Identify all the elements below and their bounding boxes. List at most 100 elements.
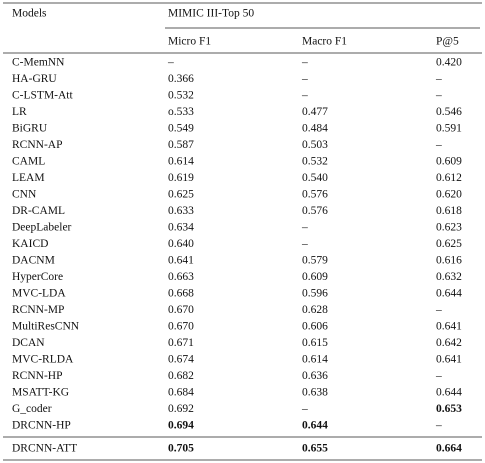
model-name: C-MemNN bbox=[12, 57, 65, 69]
score-cell: 0.670 bbox=[168, 304, 194, 316]
score-cell: 0.642 bbox=[436, 337, 462, 349]
score-cell: 0.634 bbox=[168, 222, 194, 234]
score-cell: 0.591 bbox=[436, 123, 462, 135]
score-cell: – bbox=[435, 420, 442, 432]
model-name: LR bbox=[12, 106, 27, 118]
score-cell: – bbox=[301, 403, 308, 415]
score-cell: 0.663 bbox=[168, 271, 194, 283]
score-cell: 0.579 bbox=[302, 255, 328, 267]
score-cell: 0.653 bbox=[436, 403, 462, 415]
score-cell: 0.420 bbox=[436, 57, 462, 69]
model-name: G_coder bbox=[12, 403, 52, 415]
score-cell: 0.668 bbox=[168, 288, 194, 300]
score-cell: 0.670 bbox=[168, 321, 194, 333]
score-cell: – bbox=[435, 304, 442, 316]
score-cell: – bbox=[435, 90, 442, 102]
score-cell: 0.636 bbox=[302, 370, 328, 382]
score-cell: 0.503 bbox=[302, 139, 328, 151]
score-cell: 0.618 bbox=[436, 205, 462, 217]
column-header: Micro F1 bbox=[168, 36, 211, 48]
score-cell: 0.682 bbox=[168, 370, 194, 382]
score-cell: 0.644 bbox=[302, 420, 328, 432]
score-cell: 0.606 bbox=[302, 321, 328, 333]
score-cell: 0.628 bbox=[302, 304, 328, 316]
score-cell: – bbox=[301, 73, 308, 85]
score-cell: 0.477 bbox=[302, 106, 328, 118]
model-name: HA-GRU bbox=[12, 73, 57, 85]
model-name: KAICD bbox=[12, 238, 48, 250]
model-name: DACNM bbox=[12, 255, 55, 267]
score-cell: 0.616 bbox=[436, 255, 462, 267]
score-cell: 0.614 bbox=[302, 354, 328, 366]
score-cell: 0.692 bbox=[168, 403, 194, 415]
score-cell: 0.540 bbox=[302, 172, 328, 184]
score-cell: 0.576 bbox=[302, 205, 328, 217]
score-cell: 0.609 bbox=[302, 271, 328, 283]
score-cell: 0.625 bbox=[436, 238, 462, 250]
model-name: DRCNN-ATT bbox=[12, 443, 77, 455]
score-cell: 0.532 bbox=[168, 90, 194, 102]
score-cell: 0.576 bbox=[302, 189, 328, 201]
score-cell: 0.640 bbox=[168, 238, 194, 250]
score-cell: 0.625 bbox=[168, 189, 194, 201]
model-name: DRCNN-HP bbox=[12, 420, 71, 432]
score-cell: 0.484 bbox=[302, 123, 328, 135]
score-cell: – bbox=[301, 90, 308, 102]
model-name: CNN bbox=[12, 189, 37, 201]
model-name: RCNN-HP bbox=[12, 370, 62, 382]
score-cell: 0.619 bbox=[168, 172, 194, 184]
score-cell: 0.684 bbox=[168, 387, 194, 399]
model-name: RCNN-AP bbox=[12, 139, 62, 151]
group-header: MIMIC III-Top 50 bbox=[168, 8, 254, 20]
score-cell: 0.671 bbox=[168, 337, 194, 349]
model-name: DR-CAML bbox=[12, 205, 65, 217]
score-cell: – bbox=[301, 238, 308, 250]
score-cell: 0.532 bbox=[302, 156, 328, 168]
model-name: CAML bbox=[12, 156, 45, 168]
model-name: HyperCore bbox=[12, 271, 63, 283]
column-header: Models bbox=[12, 8, 47, 20]
score-cell: 0.596 bbox=[302, 288, 328, 300]
score-cell: o.533 bbox=[168, 106, 194, 118]
model-name: MVC-LDA bbox=[12, 288, 66, 300]
score-cell: – bbox=[435, 370, 442, 382]
score-cell: 0.674 bbox=[168, 354, 194, 366]
score-cell: – bbox=[435, 139, 442, 151]
score-cell: 0.615 bbox=[302, 337, 328, 349]
column-header: Macro F1 bbox=[302, 36, 347, 48]
score-cell: 0.638 bbox=[302, 387, 328, 399]
model-name: BiGRU bbox=[12, 123, 48, 135]
score-cell: 0.664 bbox=[436, 443, 462, 455]
score-cell: 0.632 bbox=[436, 271, 462, 283]
score-cell: – bbox=[435, 73, 442, 85]
score-cell: – bbox=[301, 222, 308, 234]
score-cell: 0.609 bbox=[436, 156, 462, 168]
score-cell: – bbox=[167, 57, 174, 69]
score-cell: 0.614 bbox=[168, 156, 194, 168]
model-name: MVC-RLDA bbox=[12, 354, 74, 366]
score-cell: 0.641 bbox=[436, 354, 462, 366]
score-cell: 0.641 bbox=[168, 255, 194, 267]
score-cell: 0.620 bbox=[436, 189, 462, 201]
score-cell: 0.623 bbox=[436, 222, 462, 234]
model-name: MSATT-KG bbox=[12, 387, 69, 399]
score-cell: 0.705 bbox=[168, 443, 194, 455]
model-name: MultiResCNN bbox=[12, 321, 80, 333]
score-cell: 0.587 bbox=[168, 139, 194, 151]
score-cell: 0.546 bbox=[436, 106, 462, 118]
score-cell: 0.644 bbox=[436, 387, 462, 399]
score-cell: 0.655 bbox=[302, 443, 328, 455]
model-name: RCNN-MP bbox=[12, 304, 64, 316]
score-cell: 0.366 bbox=[168, 73, 194, 85]
model-name: C-LSTM-Att bbox=[12, 90, 74, 102]
model-name: LEAM bbox=[12, 172, 45, 184]
score-cell: 0.641 bbox=[436, 321, 462, 333]
score-cell: 0.549 bbox=[168, 123, 194, 135]
model-name: DCAN bbox=[12, 337, 45, 349]
column-header: P@5 bbox=[436, 36, 459, 48]
score-cell: 0.633 bbox=[168, 205, 194, 217]
score-cell: 0.694 bbox=[168, 420, 194, 432]
score-cell: – bbox=[301, 57, 308, 69]
model-name: DeepLabeler bbox=[12, 222, 72, 234]
